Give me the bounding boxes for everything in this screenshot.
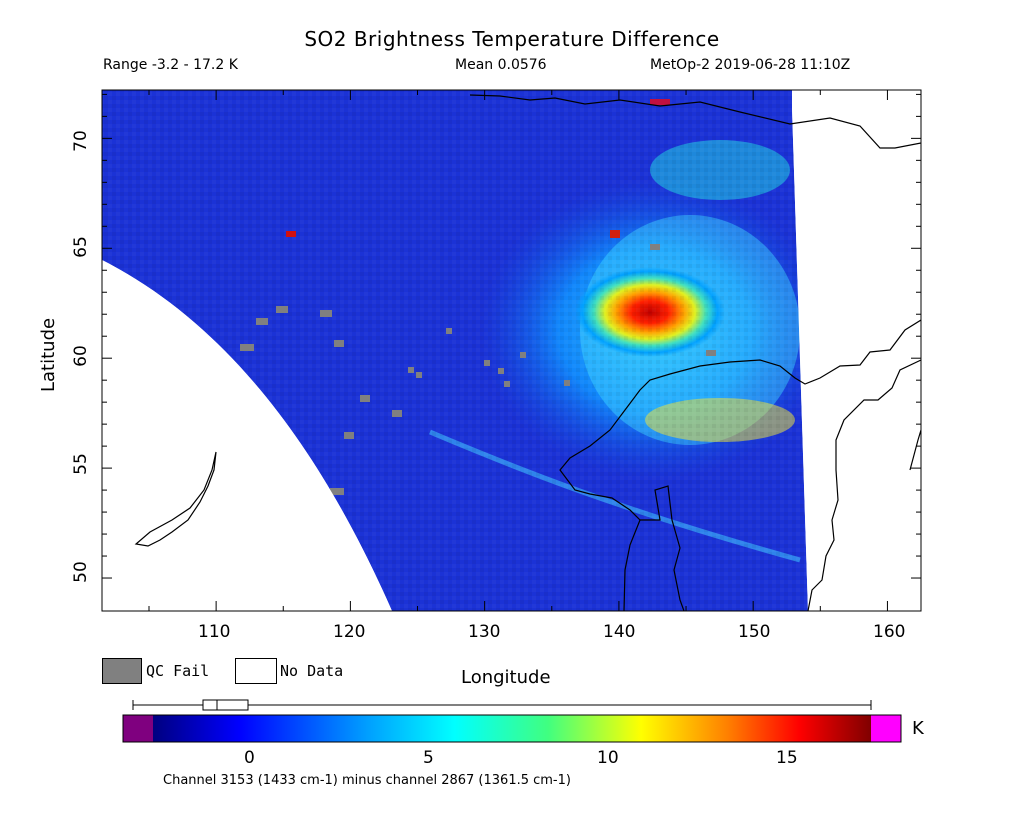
y-tick-label: 65	[70, 236, 91, 258]
chart-title: SO2 Brightness Temperature Difference	[304, 27, 720, 51]
y-axis-label: Latitude	[38, 317, 59, 392]
hot-pixel	[286, 231, 296, 237]
mean-text: Mean 0.0576	[455, 57, 547, 73]
qc-fail-label: QC Fail	[146, 662, 210, 680]
channel-footer: Channel 3153 (1433 cm-1) minus channel 2…	[163, 773, 571, 788]
y-tick-label: 50	[70, 561, 91, 583]
x-tick-label: 110	[198, 622, 231, 642]
plot-frame	[101, 89, 922, 612]
qc-fail-pixels	[240, 244, 716, 495]
axis-ticks	[102, 90, 921, 611]
x-tick-label: 140	[603, 622, 636, 642]
colorbar-tick-label: 5	[423, 748, 434, 768]
no-data-region-east	[792, 90, 921, 611]
colorbar-tick-label: 15	[776, 748, 798, 768]
colorbar	[122, 714, 902, 743]
no-data-label: No Data	[280, 662, 344, 680]
y-tick-label: 60	[70, 345, 91, 367]
x-tick-label: 120	[333, 622, 366, 642]
distribution-boxplot	[132, 699, 872, 711]
colorbar-unit: K	[912, 718, 924, 739]
satellite-time-text: MetOp-2 2019-06-28 11:10Z	[650, 57, 851, 73]
no-data-region	[102, 260, 392, 611]
x-tick-label: 150	[738, 622, 771, 642]
colorbar-tick-label: 0	[244, 748, 255, 768]
qc-fail-swatch	[102, 658, 142, 684]
hot-pixel	[610, 230, 620, 238]
colorbar-tick-label: 10	[597, 748, 619, 768]
x-tick-label: 130	[468, 622, 501, 642]
range-text: Range -3.2 - 17.2 K	[103, 57, 238, 73]
coastlines	[134, 94, 921, 611]
y-tick-label: 70	[70, 130, 91, 152]
x-tick-label: 160	[873, 622, 906, 642]
no-data-swatch	[235, 658, 277, 684]
hot-pixel	[650, 99, 670, 105]
x-axis-label: Longitude	[461, 667, 551, 688]
y-tick-label: 55	[70, 453, 91, 475]
